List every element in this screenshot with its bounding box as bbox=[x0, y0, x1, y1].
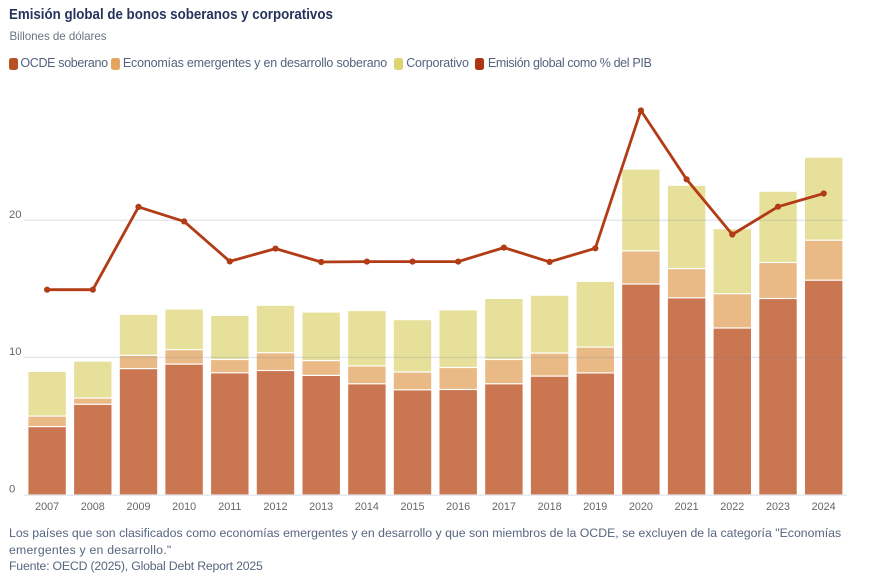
svg-text:2022: 2022 bbox=[720, 501, 744, 513]
svg-text:2007: 2007 bbox=[35, 501, 59, 513]
svg-text:20: 20 bbox=[9, 209, 22, 221]
svg-text:2017: 2017 bbox=[492, 501, 516, 513]
svg-text:2011: 2011 bbox=[218, 501, 241, 513]
svg-text:2015: 2015 bbox=[400, 501, 424, 513]
svg-text:2024: 2024 bbox=[812, 501, 836, 513]
svg-text:2018: 2018 bbox=[538, 501, 562, 513]
svg-text:2013: 2013 bbox=[309, 501, 333, 513]
svg-text:2020: 2020 bbox=[629, 501, 653, 513]
svg-text:2008: 2008 bbox=[81, 501, 105, 513]
svg-text:2012: 2012 bbox=[263, 501, 287, 513]
svg-text:2023: 2023 bbox=[766, 501, 790, 513]
svg-text:2014: 2014 bbox=[355, 501, 379, 513]
svg-text:2016: 2016 bbox=[446, 501, 470, 513]
svg-text:0: 0 bbox=[9, 483, 15, 495]
svg-text:2021: 2021 bbox=[675, 501, 699, 513]
svg-text:2009: 2009 bbox=[126, 501, 150, 513]
svg-text:2019: 2019 bbox=[583, 501, 607, 513]
svg-text:10: 10 bbox=[9, 346, 22, 358]
svg-text:2010: 2010 bbox=[172, 501, 196, 513]
